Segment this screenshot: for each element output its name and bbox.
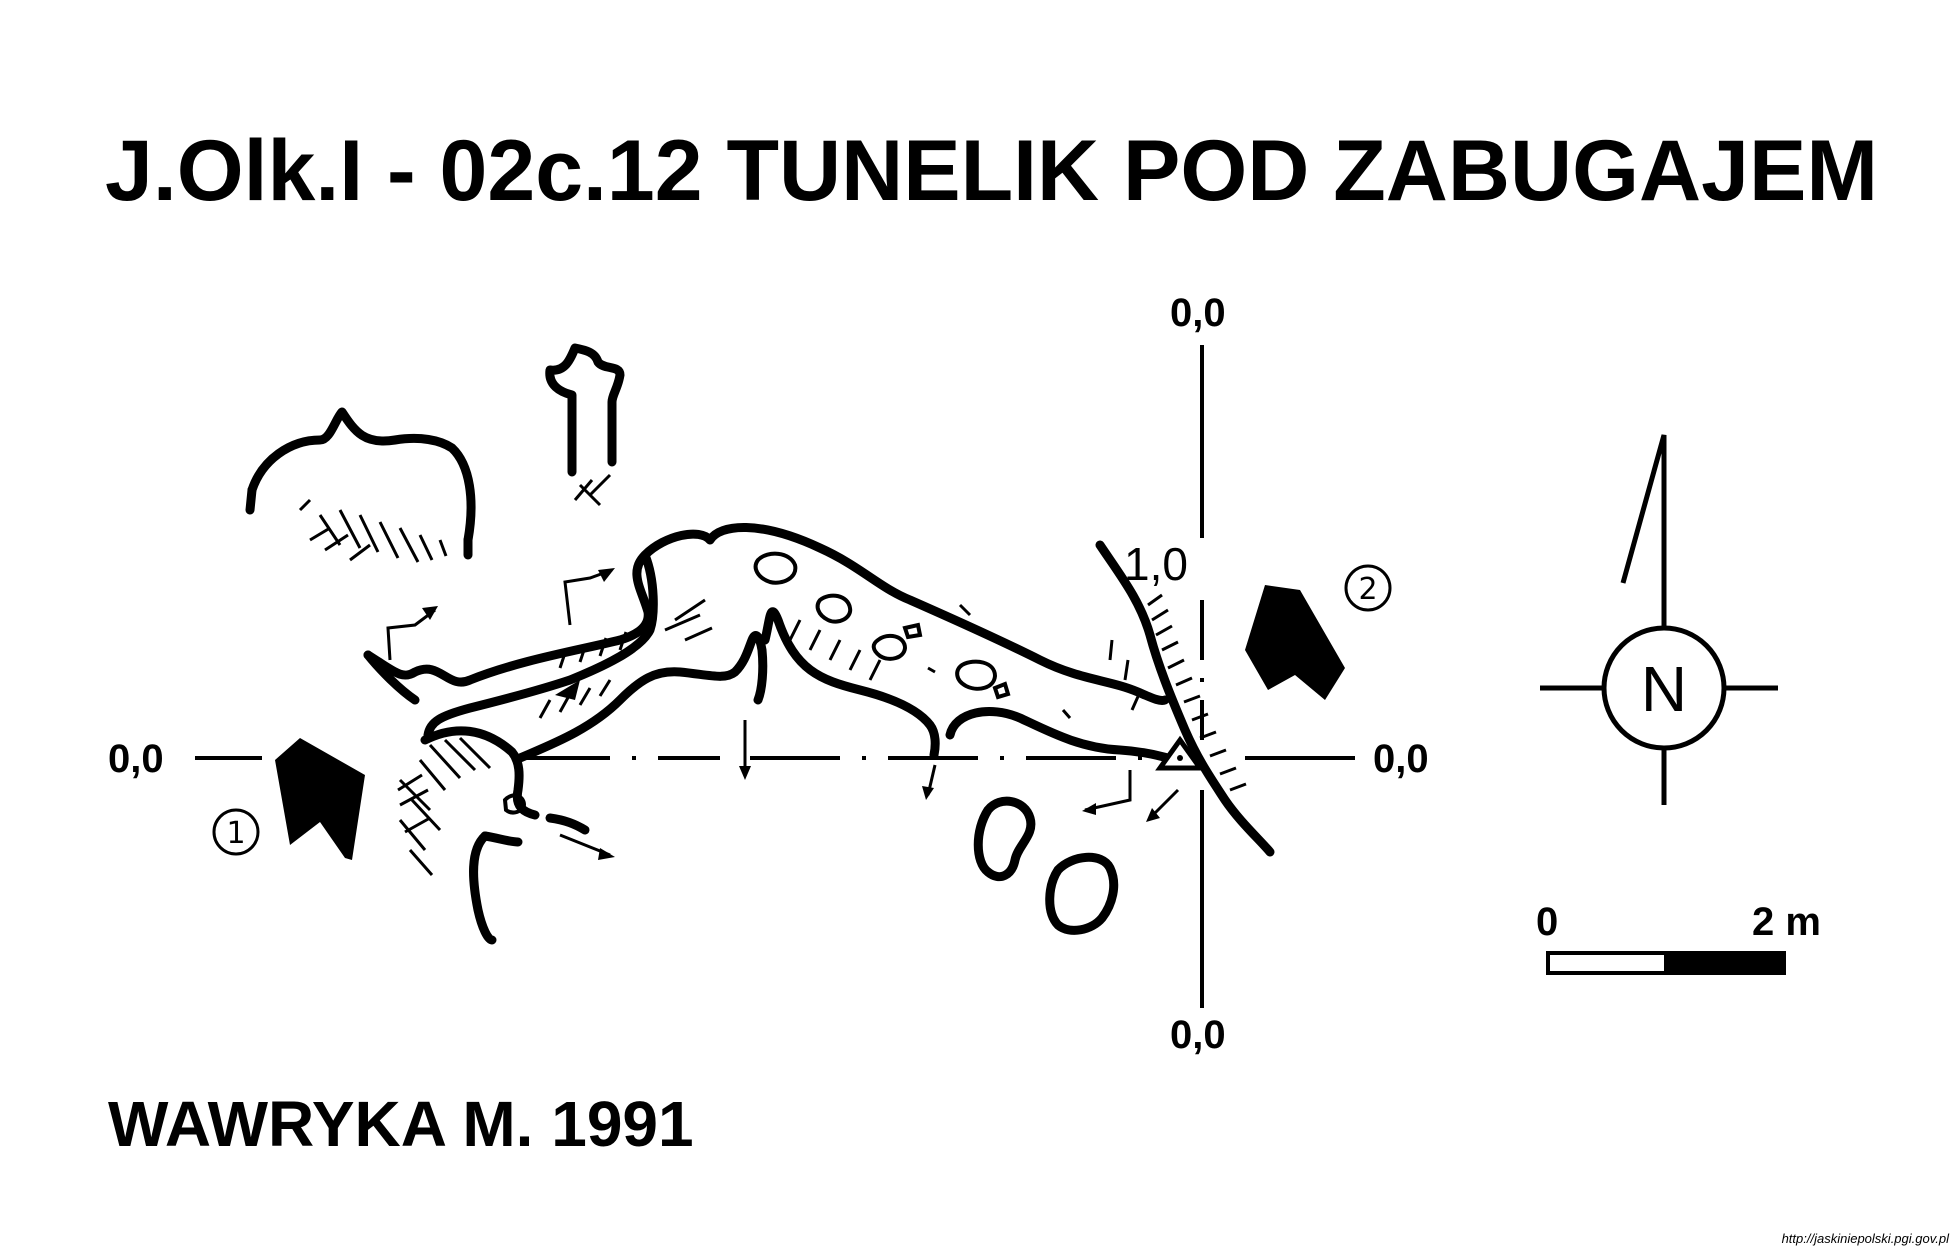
profile-label-left: 0,0 <box>108 737 164 781</box>
entrance-1-arrow-icon <box>275 738 365 860</box>
scale-label-start: 0 <box>1536 900 1558 944</box>
hatching <box>298 473 1247 876</box>
interior-rocks <box>502 551 1011 815</box>
rock-blobs <box>973 796 1119 935</box>
map-title: J.Olk.I - 02c.12 TUNELIK POD ZABUGAJEM <box>105 123 1878 219</box>
profile-label-bottom: 0,0 <box>1170 1013 1226 1057</box>
survey-station-icon <box>1155 735 1205 771</box>
source-url: http://jaskiniepolski.pgi.gov.pl <box>1781 1231 1949 1246</box>
cave-walls <box>363 523 1275 945</box>
survey-author: WAWRYKA M. 1991 <box>108 1088 694 1160</box>
profile-label-right: 0,0 <box>1373 737 1429 781</box>
entrance-1-marker: 1 <box>212 808 260 856</box>
scale-bar: 0 2 m <box>1536 900 1821 975</box>
entrance-2-number: 2 <box>1358 572 1377 607</box>
north-arrow-icon <box>1540 434 1778 805</box>
entrance-2-arrow-icon <box>1245 585 1345 700</box>
entrance-1-number: 1 <box>226 816 245 851</box>
slope-arrowheads <box>422 568 1160 860</box>
cave-fragment-arch <box>245 407 476 560</box>
cave-fragment-column <box>545 343 625 477</box>
entrance-2-marker: 2 <box>1344 564 1392 612</box>
scale-label-end: 2 m <box>1752 900 1821 944</box>
north-label: N <box>1641 653 1687 725</box>
profile-label-mid: 1,0 <box>1124 538 1188 590</box>
profile-label-top: 0,0 <box>1170 291 1226 335</box>
